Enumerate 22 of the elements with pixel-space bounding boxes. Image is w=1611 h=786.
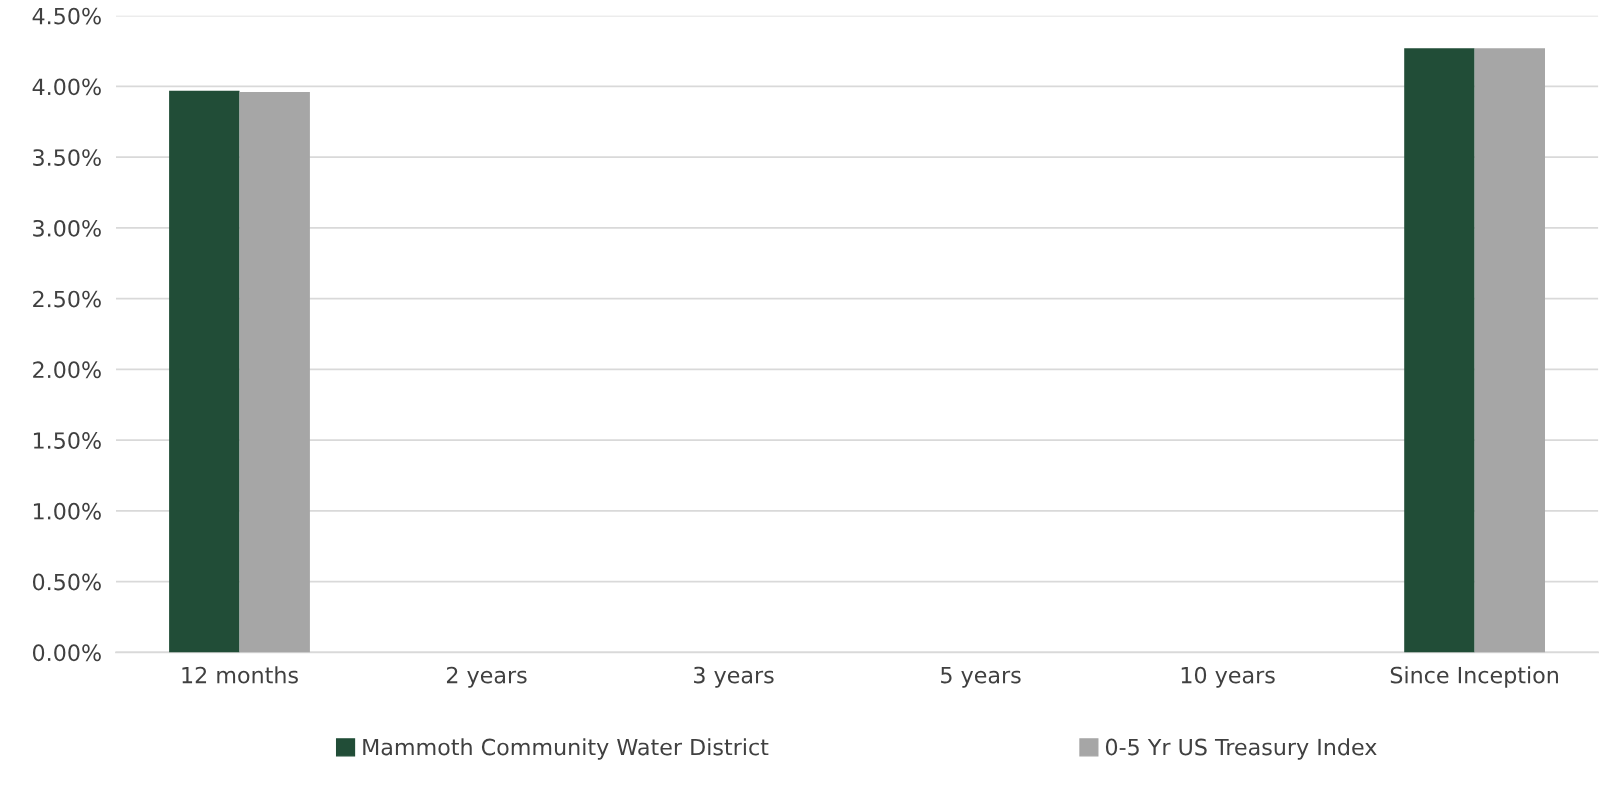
x-tick-label: 2 years xyxy=(446,666,527,688)
y-tick-label: 1.00% xyxy=(33,502,101,520)
x-tick-label: 12 months xyxy=(182,666,298,684)
x-tick-label: 10 years xyxy=(1181,666,1275,688)
y-tick-label: 4.00% xyxy=(32,78,101,96)
y-tick-label: 2.00% xyxy=(33,361,101,379)
bar xyxy=(1404,48,1475,653)
y-tick-label: 0.00% xyxy=(32,644,101,662)
legend-label: 0-5 Yr US Treasury Index xyxy=(1105,738,1377,760)
y-tick-label: 3.00% xyxy=(33,219,101,237)
x-tick-label: Since Inception xyxy=(1390,666,1558,688)
bar xyxy=(169,90,240,653)
x-tick-label: 5 years xyxy=(941,666,1021,688)
y-tick-label: 2.50% xyxy=(33,290,101,308)
y-tick-label: 0.50% xyxy=(32,573,101,591)
x-tick-label: 3 years xyxy=(694,666,774,688)
legend-label: Mammoth Community Water District xyxy=(363,738,769,760)
y-tick-label: 4.50% xyxy=(32,7,101,25)
y-tick-label: 1.50% xyxy=(33,432,101,449)
y-tick-label: 3.50% xyxy=(33,149,101,166)
bar xyxy=(1474,48,1545,653)
bar xyxy=(239,92,310,653)
